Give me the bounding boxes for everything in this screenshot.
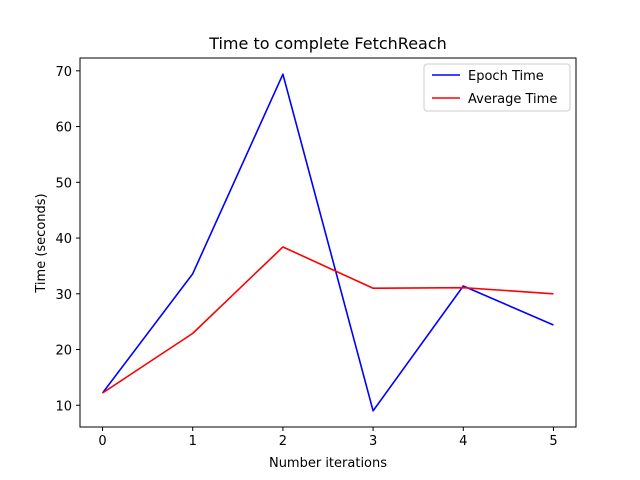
- legend: Epoch Time Average Time: [423, 63, 571, 112]
- plot-frame: [79, 57, 577, 428]
- chart-title: Time to complete FetchReach: [208, 34, 447, 53]
- legend-epoch-time-label: Epoch Time: [468, 69, 544, 84]
- x-axis-ticks: 0 1 2 3 4 5: [98, 427, 558, 449]
- y-tick-label: 50: [55, 176, 72, 191]
- y-tick-label: 30: [55, 288, 72, 303]
- y-tick-label: 20: [55, 344, 72, 359]
- series-line-average-time: [102, 246, 554, 394]
- series-line-epoch-time: [101, 73, 554, 412]
- legend-average-time-label: Average Time: [468, 92, 557, 107]
- y-tick-label: 10: [55, 399, 72, 414]
- y-tick-label: 60: [55, 121, 72, 136]
- y-axis-label: Time (seconds): [34, 193, 49, 293]
- x-tick-label: 5: [549, 434, 557, 449]
- y-tick-label: 70: [55, 65, 72, 80]
- series-layer: [101, 73, 554, 412]
- x-axis-label: Number iterations: [269, 456, 387, 471]
- y-tick-label: 40: [55, 232, 72, 247]
- x-tick-label: 4: [459, 434, 467, 449]
- y-axis-ticks: 10 20 30 40 50 60 70: [55, 65, 80, 414]
- x-tick-label: 0: [98, 434, 106, 449]
- x-tick-label: 2: [279, 434, 287, 449]
- x-tick-label: 1: [189, 434, 197, 449]
- legend-box: [423, 63, 571, 112]
- x-tick-label: 3: [369, 434, 377, 449]
